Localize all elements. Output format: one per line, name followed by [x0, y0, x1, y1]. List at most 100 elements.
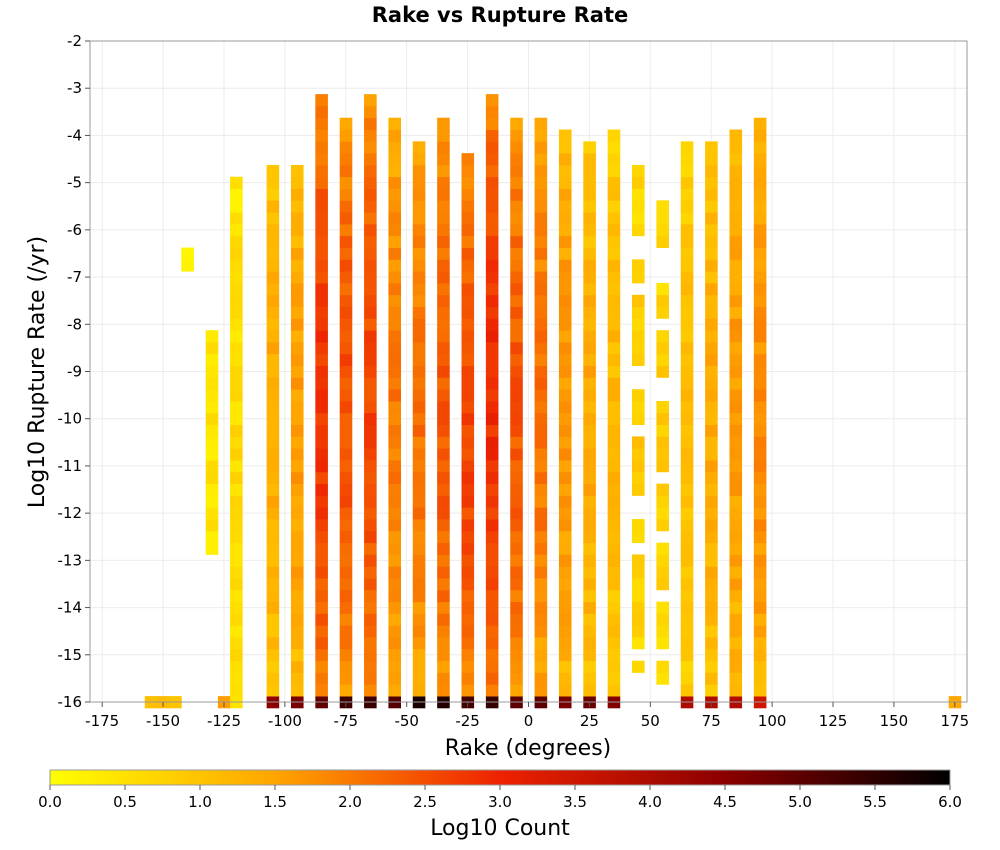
heatmap-cell — [205, 483, 219, 496]
heatmap-cell — [266, 318, 280, 331]
heatmap-cell — [461, 684, 475, 697]
heatmap-cell — [315, 271, 328, 284]
heatmap-cell — [558, 613, 572, 626]
heatmap-cell — [230, 401, 243, 414]
heatmap-cell — [437, 460, 450, 473]
heatmap-cell — [705, 164, 718, 178]
heatmap-cell — [583, 519, 596, 532]
heatmap-cell — [266, 306, 280, 319]
heatmap-cell — [388, 448, 401, 461]
heatmap-cell — [339, 176, 353, 189]
x-tick-label: 175 — [940, 712, 969, 730]
heatmap-cell — [315, 318, 328, 331]
heatmap-cell — [461, 294, 475, 307]
heatmap-cell — [315, 353, 328, 366]
heatmap-cell — [680, 519, 694, 532]
heatmap-cell — [680, 401, 694, 414]
heatmap-cell — [753, 235, 767, 248]
heatmap-cell — [583, 507, 596, 520]
heatmap-cell — [632, 483, 645, 496]
heatmap-cell — [230, 589, 243, 603]
heatmap-cell — [339, 365, 353, 378]
heatmap-cell — [680, 412, 694, 426]
heatmap-cell — [534, 141, 548, 154]
heatmap-cell — [461, 223, 475, 237]
heatmap-cell — [437, 377, 450, 390]
heatmap-cell — [632, 176, 645, 189]
heatmap-cell — [461, 566, 475, 579]
heatmap-cell — [315, 660, 328, 673]
heatmap-cell — [461, 519, 475, 532]
heatmap-cell — [388, 519, 401, 532]
heatmap-cell — [558, 271, 572, 284]
heatmap-cell — [339, 613, 353, 626]
heatmap-cell — [510, 341, 523, 355]
heatmap-cell — [364, 365, 377, 378]
heatmap-cell — [266, 507, 280, 520]
heatmap-cell — [558, 471, 572, 485]
heatmap-cell — [339, 684, 353, 697]
heatmap-cell — [315, 613, 328, 626]
heatmap-cell — [339, 495, 353, 508]
heatmap-cell — [534, 377, 548, 390]
colorbar-ticks: 0.0 0.5 1.0 1.5 2.0 2.5 3.0 3.5 4.0 4.5 5.0 5.5 6.0 — [38, 785, 962, 811]
heatmap-cell — [315, 637, 328, 650]
heatmap-cell — [729, 247, 743, 260]
heatmap-cell — [534, 412, 548, 426]
heatmap-cell — [230, 212, 243, 225]
heatmap-cell — [729, 377, 743, 390]
heatmap-cell — [632, 200, 645, 213]
heatmap-cell — [583, 471, 596, 485]
heatmap-cell — [230, 601, 243, 614]
heatmap-cell — [510, 483, 523, 496]
heatmap-cell — [753, 448, 767, 461]
heatmap-cell — [656, 554, 669, 567]
heatmap-cell — [388, 294, 401, 307]
heatmap-cell — [388, 318, 401, 331]
colorbar-tick-label: 2.0 — [338, 793, 362, 811]
heatmap-cell — [412, 188, 426, 201]
heatmap-cell — [753, 412, 767, 426]
heatmap-cell — [753, 566, 767, 579]
heatmap-cell — [437, 282, 450, 296]
heatmap-cell — [729, 684, 743, 697]
heatmap-cell — [656, 672, 669, 685]
heatmap-cell — [729, 164, 743, 178]
heatmap-cell — [705, 542, 718, 555]
heatmap-cell — [729, 188, 743, 201]
heatmap-cell — [705, 672, 718, 685]
heatmap-cell — [510, 672, 523, 685]
heatmap-cell — [607, 389, 621, 402]
heatmap-cell — [266, 648, 280, 662]
heatmap-cell — [656, 660, 669, 673]
heatmap-cell — [753, 684, 767, 697]
heatmap-cell — [364, 377, 377, 390]
heatmap-cell — [230, 578, 243, 591]
heatmap-cell — [753, 424, 767, 437]
heatmap-cell — [412, 153, 426, 166]
colorbar-tick-label: 3.5 — [563, 793, 587, 811]
heatmap-cell — [632, 188, 645, 201]
heatmap-cell — [583, 377, 596, 390]
heatmap-cell — [534, 554, 548, 567]
heatmap-cell — [266, 424, 280, 437]
gridlines — [90, 40, 967, 703]
heatmap-cell — [388, 530, 401, 544]
heatmap-cell — [583, 436, 596, 449]
heatmap-cell — [290, 684, 304, 697]
heatmap-cell — [607, 412, 621, 426]
heatmap-cell — [607, 306, 621, 319]
heatmap-cell — [607, 566, 621, 579]
heatmap-cell — [680, 542, 694, 555]
heatmap-cell — [461, 247, 475, 260]
heatmap-cell — [705, 566, 718, 579]
heatmap-cell — [230, 660, 243, 673]
heatmap-cell — [412, 330, 426, 343]
heatmap-cell — [388, 436, 401, 449]
heatmap-cell — [510, 578, 523, 591]
heatmap-cell — [290, 341, 304, 355]
heatmap-cell — [461, 341, 475, 355]
heatmap-cell — [485, 341, 499, 355]
y-tick-label: -4 — [67, 126, 82, 144]
heatmap-cell — [412, 448, 426, 461]
